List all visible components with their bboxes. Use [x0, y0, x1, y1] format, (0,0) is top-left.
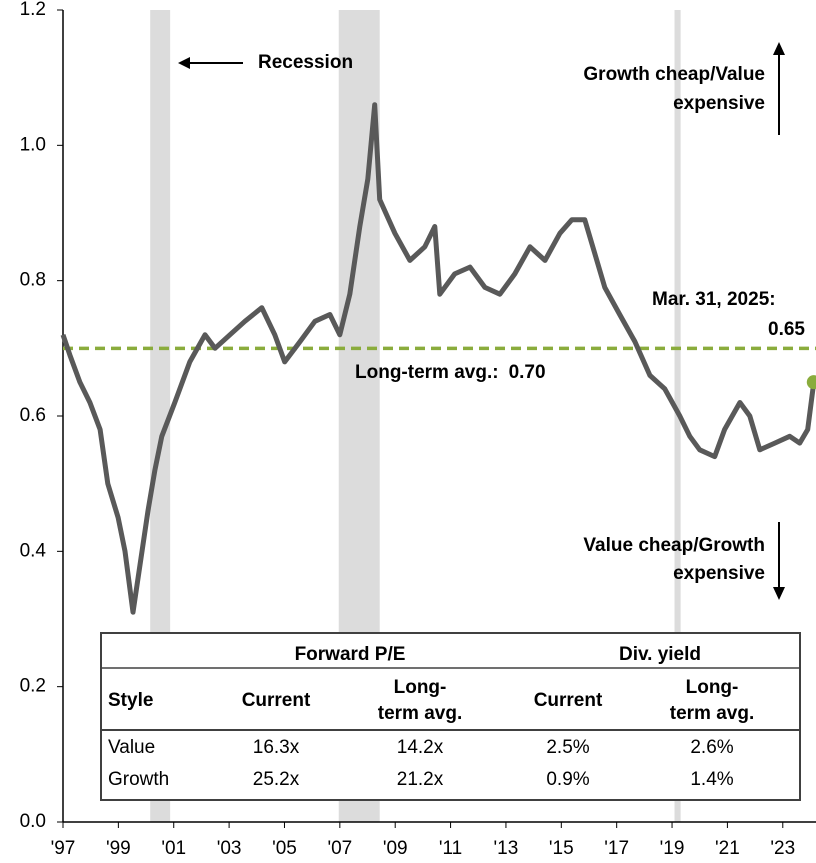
- table-cell: 2.6%: [690, 737, 733, 758]
- table-cell: Value: [108, 737, 155, 758]
- table-cell: Growth: [108, 769, 169, 790]
- table-cell: 16.3x: [253, 737, 300, 758]
- x-tick-label: '19: [660, 838, 685, 859]
- table-cell: 21.2x: [397, 769, 444, 790]
- y-tick-label: 0.4: [20, 540, 47, 561]
- column-header: term avg.: [378, 703, 462, 724]
- average-value: 0.70: [509, 362, 546, 383]
- group-header: Div. yield: [619, 644, 701, 665]
- data-line: [60, 102, 816, 615]
- y-tick-label: 1.2: [20, 0, 46, 20]
- y-tick-label: 0.8: [20, 270, 46, 291]
- x-tick-label: '97: [51, 838, 76, 859]
- top-note: Growth cheap/Value: [583, 64, 765, 85]
- arrow-head: [178, 57, 190, 69]
- table-cell: 25.2x: [253, 769, 300, 790]
- y-tick-label: 0.0: [20, 811, 46, 832]
- end-point: [806, 375, 816, 390]
- recession-label: Recession: [258, 52, 353, 73]
- top-note: expensive: [673, 93, 765, 114]
- x-tick-label: '99: [106, 838, 131, 859]
- table-cell: 1.4%: [690, 769, 733, 790]
- average-label: Long-term avg.: 0.70: [355, 362, 546, 383]
- bottom-note: Value cheap/Growth: [583, 535, 765, 556]
- table-cell: 2.5%: [546, 737, 589, 758]
- x-tick-label: '17: [604, 838, 629, 859]
- x-tick-label: '07: [327, 838, 352, 859]
- y-tick-label: 1.0: [20, 134, 46, 155]
- table-cell: 14.2x: [397, 737, 444, 758]
- group-header: Forward P/E: [295, 644, 406, 665]
- average-text: Long-term avg.:: [355, 362, 499, 383]
- x-tick-label: '15: [549, 838, 574, 859]
- x-tick-label: '11: [439, 838, 462, 859]
- table-box: [100, 632, 801, 801]
- y-tick-label: 0.2: [20, 676, 46, 697]
- end-value-label: 0.65: [768, 319, 805, 340]
- column-header: Long-: [394, 677, 447, 698]
- x-tick-label: '13: [494, 838, 519, 859]
- x-tick-label: '03: [217, 838, 242, 859]
- end-date-label: Mar. 31, 2025:: [652, 289, 776, 310]
- x-tick-label: '21: [715, 838, 740, 859]
- table-cell: 0.9%: [546, 769, 589, 790]
- x-tick-label: '09: [383, 838, 408, 859]
- arrow-head: [773, 587, 785, 600]
- y-tick-label: 0.6: [20, 405, 46, 426]
- column-header: Current: [242, 690, 311, 711]
- column-header: Current: [534, 690, 603, 711]
- x-tick-label: '01: [161, 838, 186, 859]
- column-header: term avg.: [670, 703, 754, 724]
- x-tick-label: '23: [770, 838, 795, 859]
- x-tick-label: '05: [272, 838, 297, 859]
- arrow-head: [773, 42, 785, 55]
- column-header: Style: [108, 690, 153, 711]
- column-header: Long-: [686, 677, 739, 698]
- recession-band: [150, 10, 171, 822]
- bottom-note: expensive: [673, 563, 765, 584]
